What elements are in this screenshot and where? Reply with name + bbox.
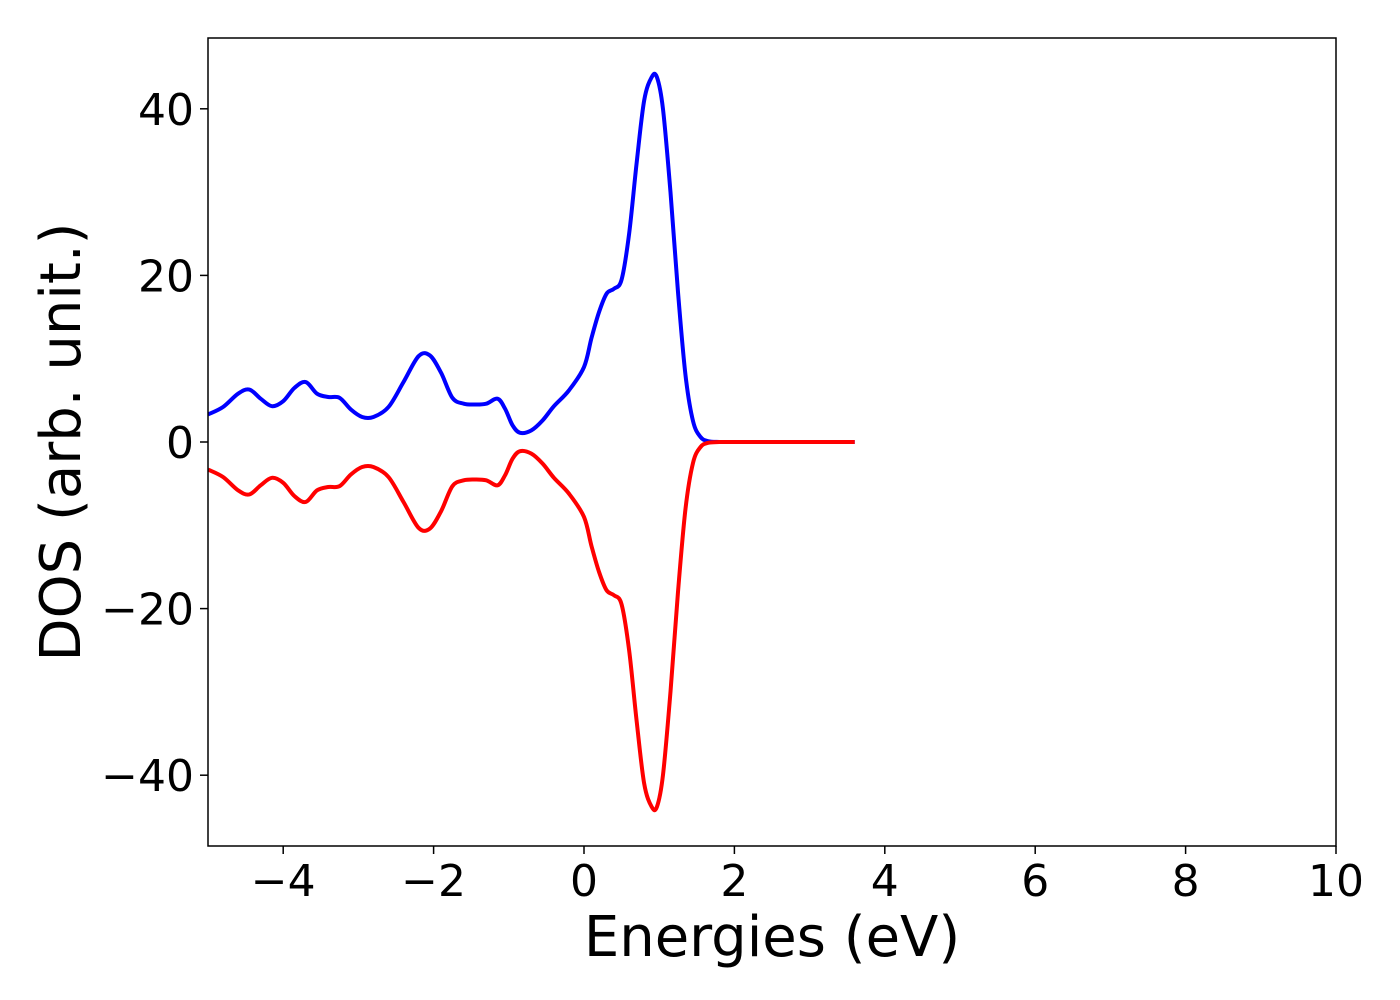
y-tick-label: 0	[166, 418, 194, 469]
series-line-down	[208, 439, 855, 813]
x-tick-label: 6	[1021, 856, 1049, 907]
series-line-up	[208, 71, 855, 445]
series-layer	[208, 71, 855, 813]
x-tick-label: 10	[1308, 856, 1364, 907]
x-tick-label: 4	[871, 856, 899, 907]
y-tick-label: −20	[101, 585, 194, 636]
x-tick-label: −4	[251, 856, 316, 907]
y-tick-label: −40	[101, 751, 194, 802]
x-axis-label: Energies (eV)	[584, 905, 960, 970]
x-tick-label: 0	[570, 856, 598, 907]
x-tick-label: 2	[720, 856, 748, 907]
y-axis: −40 −20 0 20 40	[101, 85, 208, 802]
x-tick-label: −2	[401, 856, 466, 907]
x-tick-label: 8	[1172, 856, 1200, 907]
x-axis: −4 −2 0 2 4 6 8 10	[251, 846, 1364, 907]
y-tick-label: 20	[138, 251, 194, 302]
y-axis-label: DOS (arb. unit.)	[29, 222, 94, 661]
y-tick-label: 40	[138, 85, 194, 136]
